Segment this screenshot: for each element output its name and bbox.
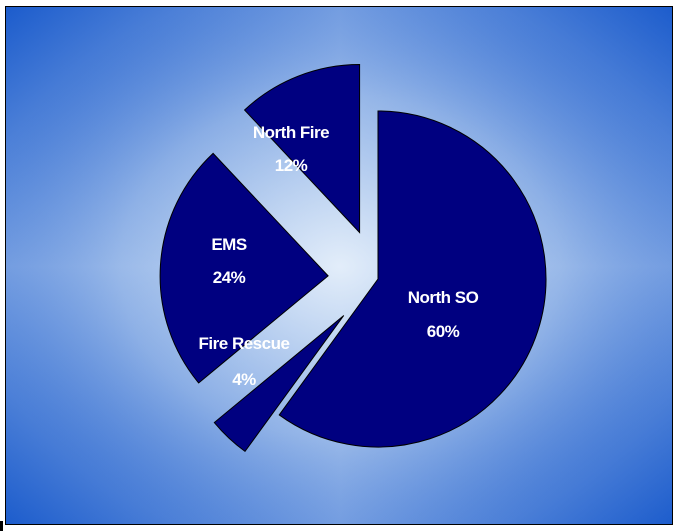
pie-slice-north-so (278, 110, 547, 448)
slice-percent-fire-rescue: 4% (232, 370, 256, 389)
slice-label-ems: EMS (211, 235, 247, 254)
corner-mark (0, 521, 3, 531)
pie-slices (159, 64, 547, 453)
pie-slice-fire-rescue (213, 315, 345, 453)
pie-chart: North SO 60% Fire Rescue 4% EMS 24% North Fire… (6, 7, 672, 524)
slice-label-north-fire: North Fire (253, 123, 329, 142)
pie-labels: North SO 60% Fire Rescue 4% EMS 24% North Fire… (199, 123, 480, 389)
slice-percent-north-so: 60% (427, 322, 460, 341)
pie-slice-ems (159, 152, 329, 384)
chart-frame: North SO 60% Fire Rescue 4% EMS 24% North Fire… (5, 6, 673, 525)
slice-percent-north-fire: 12% (275, 156, 308, 175)
slice-percent-ems: 24% (213, 268, 246, 287)
slice-label-north-so: North SO (408, 288, 479, 307)
slice-label-fire-rescue: Fire Rescue (199, 334, 290, 353)
pie-slice-north-fire (243, 64, 361, 234)
